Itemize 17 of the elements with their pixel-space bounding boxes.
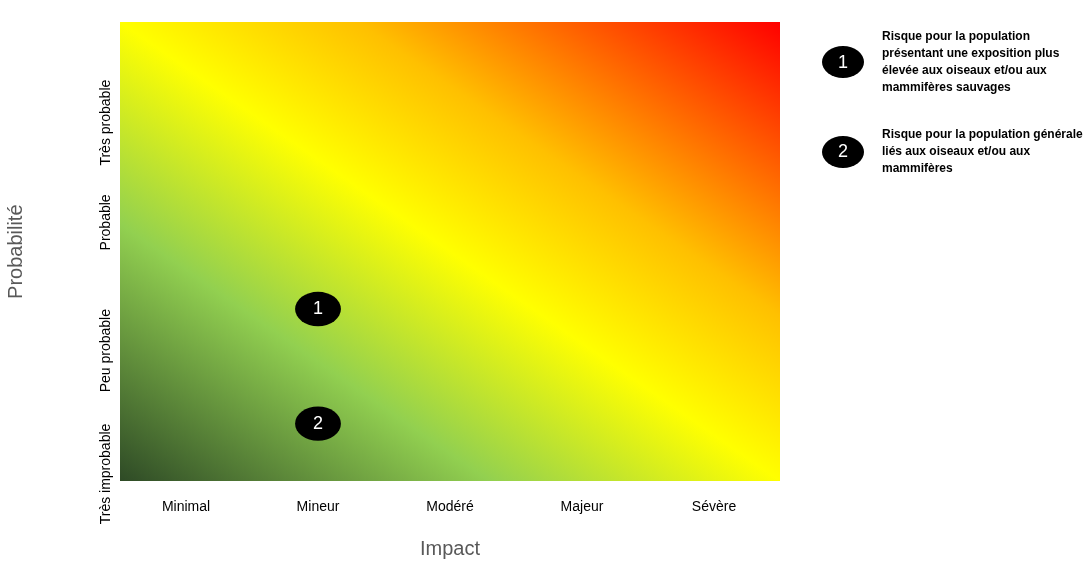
y-tick-label: Probable — [96, 194, 113, 251]
x-tick-label: Majeur — [560, 498, 604, 515]
y-axis-title: Probabilité — [3, 204, 26, 299]
text: Risque pour la population générale liés aux oiseaux et/ou aux mammifères — [882, 126, 1084, 177]
text: 2 — [822, 135, 864, 168]
x-tick-label: Modéré — [426, 498, 474, 515]
y-tick-label: Très probable — [96, 79, 113, 166]
text: Risque pour la population présentant une exposition plus élevée aux oiseaux et/ou aux mammifères sauvages — [882, 28, 1061, 96]
data-label: 2 — [312, 412, 324, 433]
x-tick-label: Minimal — [161, 498, 211, 515]
y-tick-label: Peu probable — [96, 308, 113, 393]
x-tick-label: Sévère — [691, 498, 737, 515]
x-tick-label: Mineur — [296, 498, 340, 515]
x-axis-title: Impact — [419, 536, 481, 559]
y-tick-label: Très improbable — [96, 423, 113, 525]
data-label: 1 — [312, 297, 324, 318]
text: 1 — [822, 46, 864, 78]
